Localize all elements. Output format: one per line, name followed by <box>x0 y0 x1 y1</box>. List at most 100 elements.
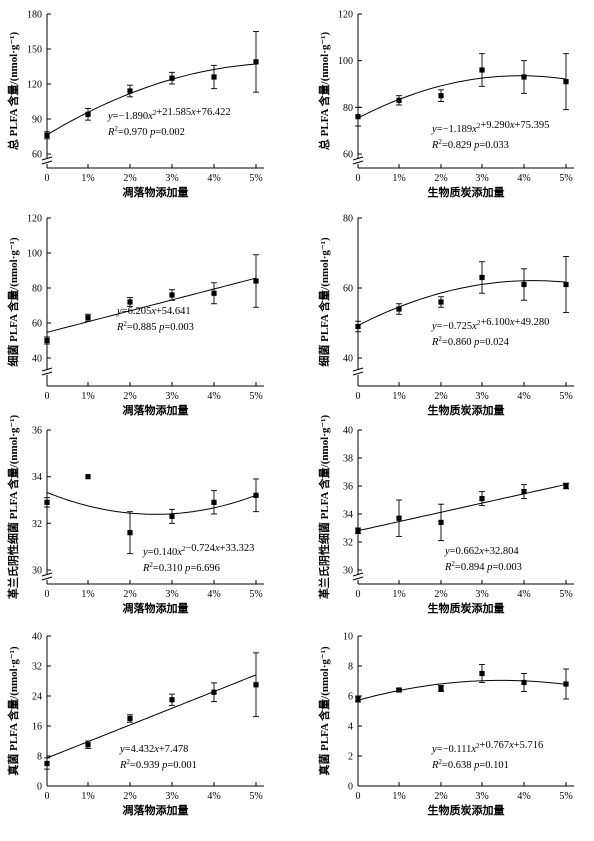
x-tick-label: 4% <box>517 791 530 802</box>
y-tick-label: 8 <box>37 752 42 763</box>
fit-equation: y=0.140x2−0.724x+33.323 <box>142 543 254 558</box>
data-point <box>253 59 259 65</box>
data-point <box>396 306 402 312</box>
y-tick-label: 90 <box>32 115 42 126</box>
y-axis-label: 细菌 PLFA 含量/(nmol·g⁻¹) <box>6 237 20 367</box>
x-tick-label: 5% <box>559 173 572 184</box>
y-tick-label: 60 <box>343 150 353 161</box>
y-tick-label: 120 <box>27 214 42 225</box>
data-point <box>127 715 133 722</box>
y-tick-label: 24 <box>32 692 42 703</box>
chart-panel-8: 0 2 4 6 8 10 0 1% 2% 3% 4% 5% 生物质炭添加量 真菌 PLFA 含量/(nmo… <box>317 632 574 817</box>
data-point <box>563 483 569 489</box>
data-point <box>211 290 217 296</box>
fit-statistics: R2=0.939 p=0.001 <box>119 758 197 771</box>
fit-statistics: R2=0.970 p=0.002 <box>107 125 185 138</box>
x-axis-label: 凋落物添加量 <box>123 601 189 615</box>
x-tick-label: 2% <box>434 173 447 184</box>
x-axis-label: 生物质炭添加量 <box>428 403 505 417</box>
y-tick-label: 80 <box>32 284 42 295</box>
x-tick-label: 5% <box>249 391 262 402</box>
x-tick-label: 2% <box>123 589 136 600</box>
fit-curve <box>46 674 257 759</box>
data-point <box>127 299 133 305</box>
x-tick-label: 0 <box>356 391 361 402</box>
data-point <box>479 67 485 73</box>
data-point <box>355 528 361 534</box>
x-tick-label: 4% <box>517 173 530 184</box>
data-point <box>396 97 402 103</box>
y-tick-label: 40 <box>343 354 353 365</box>
y-tick-label: 180 <box>27 10 42 21</box>
x-tick-label: 0 <box>45 173 50 184</box>
y-tick-label: 0 <box>37 782 42 793</box>
y-tick-label: 36 <box>32 426 42 437</box>
x-tick-label: 3% <box>165 589 178 600</box>
fit-equation: y=4.432x+7.478 <box>119 744 188 755</box>
x-tick-label: 1% <box>81 791 94 802</box>
fit-equation: y=−0.725x2+6.100x+49.280 <box>431 317 549 332</box>
y-tick-label: 32 <box>32 662 42 673</box>
y-tick-label: 4 <box>348 722 353 733</box>
data-point <box>85 474 91 480</box>
data-point <box>563 79 569 85</box>
x-tick-label: 2% <box>123 173 136 184</box>
fit-statistics: R2=0.885 p=0.003 <box>116 320 194 333</box>
fit-curve <box>46 277 257 333</box>
data-point <box>127 530 133 536</box>
data-point <box>355 323 361 330</box>
fit-curve <box>357 483 567 532</box>
chart-panel-4: 40 60 80 0 1% 2% 3% 4% 5% 生物质炭添加量 细菌 PLFA 含量/(nmol… <box>317 214 574 417</box>
data-point <box>563 681 569 687</box>
data-point <box>85 111 91 117</box>
y-tick-label: 100 <box>27 249 42 260</box>
y-tick-label: 80 <box>343 214 353 225</box>
y-axis-label: 细菌 PLFA 含量/(nmol·g⁻¹) <box>317 237 331 367</box>
x-tick-label: 0 <box>356 589 361 600</box>
x-axis-label: 凋落物添加量 <box>123 403 189 417</box>
x-tick-label: 0 <box>356 791 361 802</box>
chart-panel-2: 60 80 100 120 0 1% 2% 3% 4% 5% 生物质炭添加量 总 PLFA 含量/(n… <box>317 10 574 199</box>
fit-equation: y=6.205x+54.641 <box>116 306 191 317</box>
data-point <box>127 88 133 94</box>
x-tick-label: 4% <box>207 791 220 802</box>
data-point <box>211 74 217 80</box>
x-tick-label: 5% <box>559 791 572 802</box>
x-tick-label: 5% <box>559 589 572 600</box>
y-tick-label: 30 <box>343 566 353 577</box>
data-point <box>211 499 217 505</box>
fit-statistics: R2=0.894 p=0.003 <box>444 560 522 573</box>
chart-panel-6: 30 32 34 36 38 40 0 1% 2% 3% 4% 5% 生物质炭添加量 革兰氏阴性细菌 PL… <box>317 415 574 615</box>
axis-break-mark <box>41 156 53 165</box>
x-tick-label: 0 <box>45 791 50 802</box>
data-point <box>85 315 91 321</box>
data-point <box>169 292 175 298</box>
x-tick-label: 3% <box>475 589 488 600</box>
y-tick-label: 32 <box>343 538 353 549</box>
y-tick-label: 16 <box>32 722 42 733</box>
data-point <box>85 742 91 748</box>
x-tick-label: 1% <box>392 173 405 184</box>
x-tick-label: 3% <box>165 391 178 402</box>
y-tick-label: 2 <box>348 752 353 763</box>
y-axis-label: 总 PLFA 含量/(nmol·g⁻¹) <box>6 32 20 151</box>
fit-equation: y=−1.189x2+9.290x+75.395 <box>431 120 549 135</box>
y-tick-label: 150 <box>27 45 42 56</box>
x-tick-label: 3% <box>165 791 178 802</box>
x-tick-label: 2% <box>123 391 136 402</box>
y-tick-label: 32 <box>32 519 42 530</box>
x-tick-label: 1% <box>81 391 94 402</box>
x-tick-label: 2% <box>434 589 447 600</box>
axis-break-mark <box>41 572 53 581</box>
x-tick-label: 2% <box>123 791 136 802</box>
y-tick-label: 38 <box>343 454 353 465</box>
x-tick-label: 3% <box>165 173 178 184</box>
x-tick-label: 4% <box>517 589 530 600</box>
x-tick-label: 5% <box>559 391 572 402</box>
data-point <box>521 74 527 80</box>
x-tick-label: 4% <box>207 589 220 600</box>
data-point <box>438 93 444 99</box>
chart-panel-7: 0 8 16 24 32 40 0 1% 2% 3% 4% 5% 凋落物添加量 真菌 PLFA 含量/(n… <box>6 632 264 817</box>
y-tick-label: 36 <box>343 482 353 493</box>
y-tick-label: 34 <box>32 472 42 483</box>
